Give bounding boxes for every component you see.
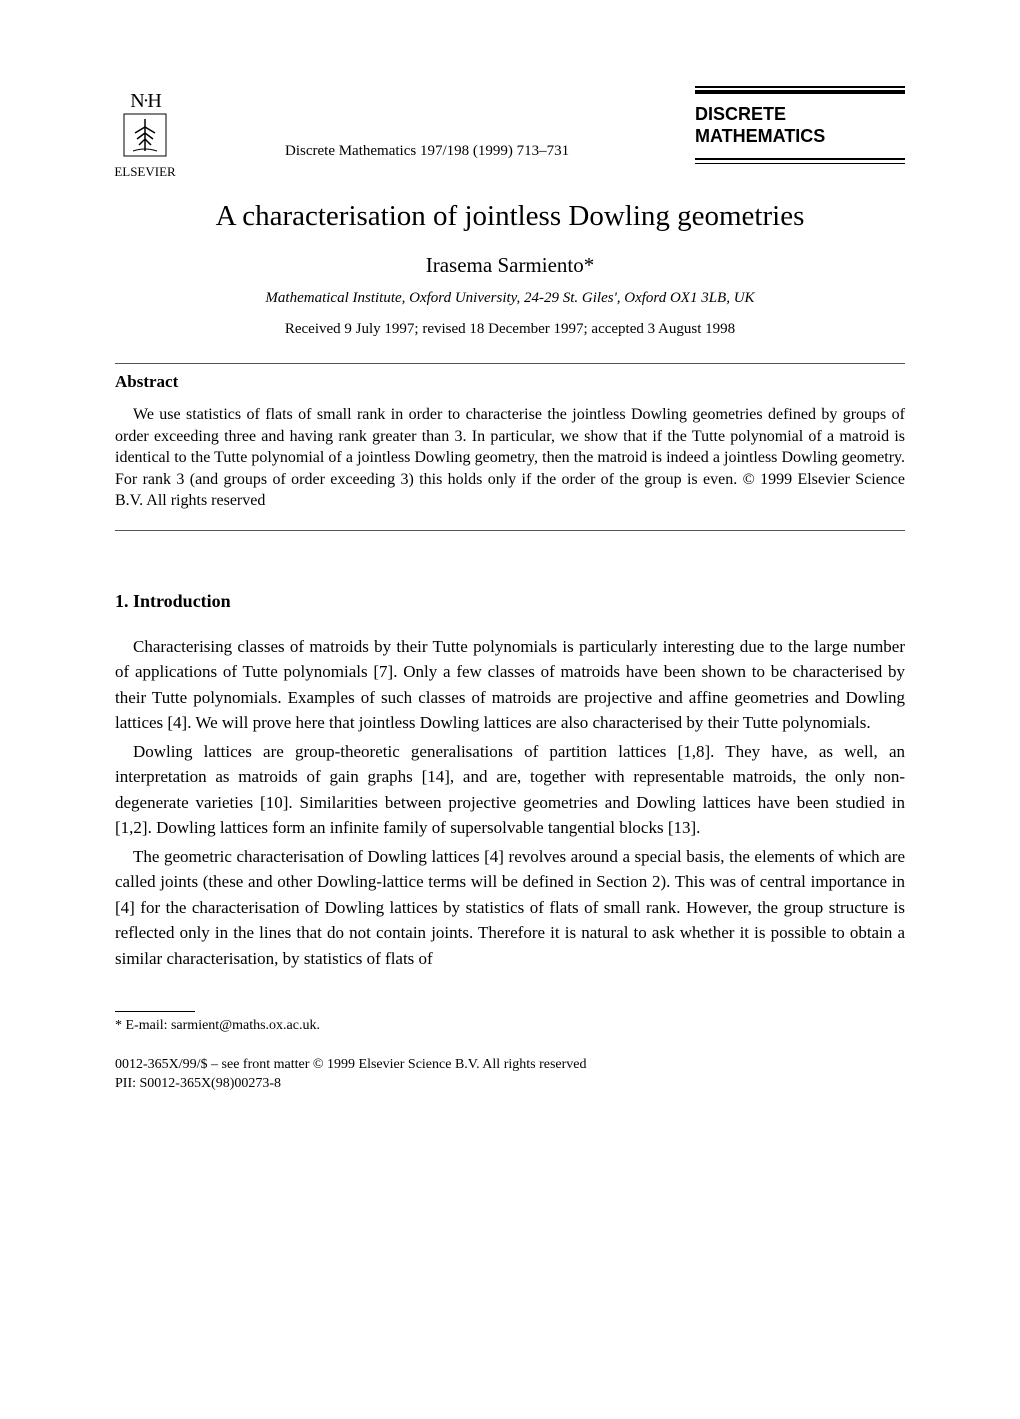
- pii-line: PII: S0012-365X(98)00273-8: [115, 1075, 905, 1093]
- abstract-text: We use statistics of flats of small rank…: [115, 404, 905, 512]
- journal-citation: Discrete Mathematics 197/198 (1999) 713–…: [285, 143, 569, 160]
- abstract-heading: Abstract: [115, 372, 905, 392]
- paper-header: N·H ELSEVIER Discrete Mathematics 197/19…: [115, 90, 905, 160]
- copyright-footer: 0012-365X/99/$ – see front matter © 1999…: [115, 1056, 905, 1092]
- intro-para-1: Characterising classes of matroids by th…: [115, 634, 905, 736]
- affiliation: Mathematical Institute, Oxford Universit…: [115, 290, 905, 307]
- divider-bottom: [115, 530, 905, 531]
- intro-para-2: Dowling lattices are group-theoretic gen…: [115, 739, 905, 841]
- publisher-name: ELSEVIER: [114, 164, 175, 180]
- author-text: Irasema Sarmiento*: [426, 253, 595, 277]
- paper-title: A characterisation of jointless Dowling …: [115, 200, 905, 233]
- footnote-rule: [115, 1011, 195, 1012]
- section-heading-intro: 1. Introduction: [115, 591, 905, 612]
- publisher-logo: N·H ELSEVIER: [115, 90, 175, 160]
- journal-title-box: DISCRETE MATHEMATICS: [695, 90, 905, 159]
- publisher-block: N·H ELSEVIER Discrete Mathematics 197/19…: [115, 90, 569, 160]
- intro-para-3: The geometric characterisation of Dowlin…: [115, 844, 905, 972]
- submission-dates: Received 9 July 1997; revised 18 Decembe…: [115, 321, 905, 338]
- copyright-line: 0012-365X/99/$ – see front matter © 1999…: [115, 1056, 905, 1074]
- logo-initials: N·H: [130, 90, 160, 113]
- journal-name-line1: DISCRETE: [695, 104, 905, 126]
- divider-top: [115, 363, 905, 364]
- journal-name-line2: MATHEMATICS: [695, 126, 905, 148]
- author-name: Irasema Sarmiento*: [115, 253, 905, 278]
- tree-icon: [123, 113, 167, 160]
- footnote-email: * E-mail: sarmient@maths.ox.ac.uk.: [115, 1018, 905, 1034]
